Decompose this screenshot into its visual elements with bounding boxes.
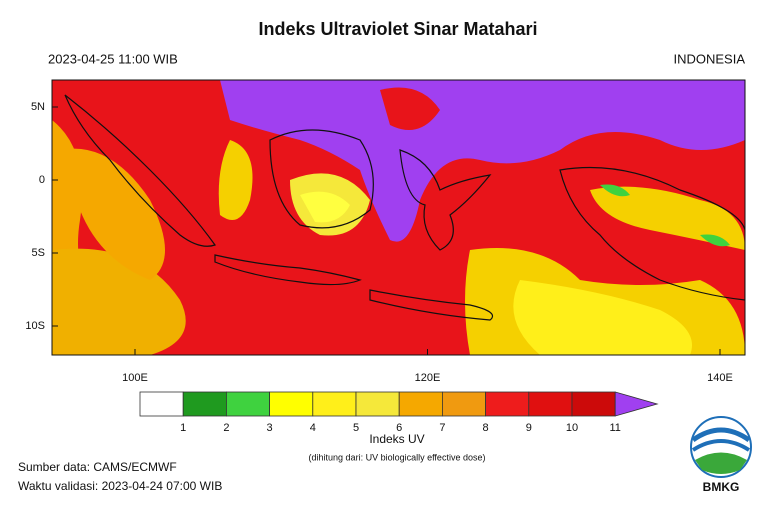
colorbar-label: 9 bbox=[526, 422, 532, 434]
validity-time: Waktu validasi: 2023-04-24 07:00 WIB bbox=[18, 479, 222, 493]
colorbar-arrow bbox=[614, 391, 659, 417]
colorbar-box bbox=[225, 391, 270, 417]
lon-axis: 100E 120E 140E bbox=[122, 349, 733, 384]
colorbar: 1 2 3 4 5 6 7 8 9 10 11 bbox=[139, 391, 659, 434]
lat-label: 5S bbox=[32, 247, 45, 259]
colorbar-box bbox=[355, 391, 400, 417]
colorbar-title: Indeks UV bbox=[369, 432, 424, 446]
data-source: Sumber data: CAMS/ECMWF bbox=[18, 460, 177, 474]
colorbar-box bbox=[571, 391, 616, 417]
colorbar-label: 11 bbox=[609, 422, 620, 434]
uv-field bbox=[52, 80, 745, 355]
colorbar-box bbox=[269, 391, 314, 417]
colorbar-label: 10 bbox=[566, 422, 578, 434]
lat-label: 10S bbox=[25, 320, 45, 332]
bmkg-logo: BMKG bbox=[690, 416, 752, 494]
colorbar-box bbox=[312, 391, 357, 417]
colorbar-box bbox=[398, 391, 443, 417]
colorbar-label: 8 bbox=[483, 422, 489, 434]
colorbar-subtitle: (dihitung dari: UV biologically effectiv… bbox=[309, 452, 486, 462]
colorbar-label: 6 bbox=[396, 422, 402, 434]
colorbar-label: 3 bbox=[267, 422, 273, 434]
lon-label: 100E bbox=[122, 372, 148, 384]
lon-label: 140E bbox=[707, 372, 733, 384]
logo-text: BMKG bbox=[703, 480, 740, 494]
colorbar-box bbox=[441, 391, 486, 417]
map-frame bbox=[51, 79, 746, 356]
colorbar-box bbox=[528, 391, 573, 417]
colorbar-box bbox=[182, 391, 227, 417]
datetime: 2023-04-25 11:00 WIB bbox=[48, 51, 178, 66]
title: Indeks Ultraviolet Sinar Matahari bbox=[258, 19, 537, 39]
lat-axis: 5N 0 5S 10S bbox=[25, 101, 58, 332]
colorbar-box bbox=[139, 391, 184, 417]
lat-label: 5N bbox=[31, 101, 45, 113]
colorbar-label: 1 bbox=[180, 422, 186, 434]
colorbar-label: 7 bbox=[439, 422, 445, 434]
region: INDONESIA bbox=[673, 51, 745, 66]
colorbar-label: 2 bbox=[223, 422, 229, 434]
colorbar-box bbox=[485, 391, 530, 417]
colorbar-label: 4 bbox=[310, 422, 316, 434]
lon-label: 120E bbox=[415, 372, 441, 384]
colorbar-label: 5 bbox=[353, 422, 359, 434]
lat-label: 0 bbox=[39, 174, 45, 186]
